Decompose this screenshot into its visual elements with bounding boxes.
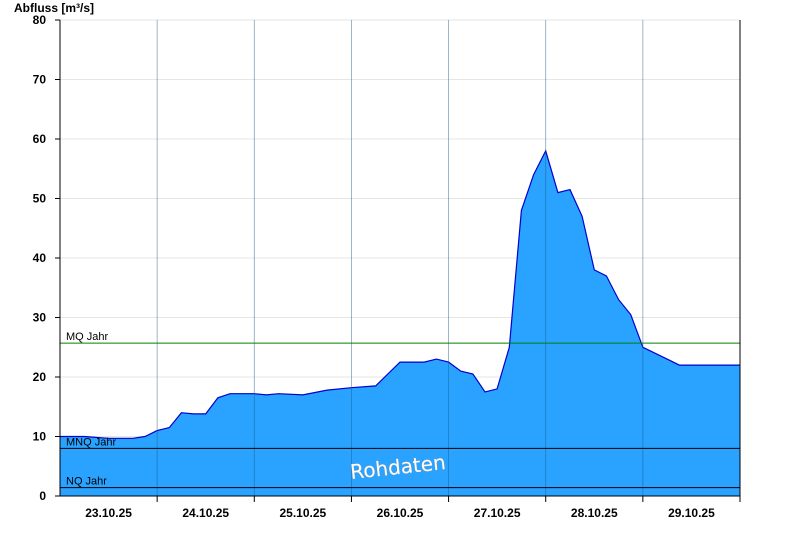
x-tick-label: 26.10.25 bbox=[377, 506, 424, 520]
x-tick-label: 28.10.25 bbox=[571, 506, 618, 520]
reference-line-label: MNQ Jahr bbox=[66, 436, 116, 448]
tick-labels-layer: 0 10 20 30 40 50 60 70 80 23.10.25 24.10.25 25.10.2… bbox=[33, 13, 715, 520]
x-tick-label: 25.10.25 bbox=[279, 506, 326, 520]
y-axis-label: Abfluss [m³/s] bbox=[14, 1, 94, 15]
discharge-line bbox=[60, 149, 740, 439]
grid-layer bbox=[60, 19, 740, 437]
y-tick-label: 50 bbox=[33, 192, 47, 206]
reference-lines-layer: MQ Jahr MNQ Jahr NQ Jahr bbox=[60, 331, 740, 489]
y-tick-label: 0 bbox=[39, 489, 46, 503]
x-tick-label: 29.10.25 bbox=[668, 506, 715, 520]
area-layer bbox=[60, 149, 740, 496]
day-boundary-layer bbox=[156, 20, 741, 496]
axis-layer bbox=[55, 19, 741, 502]
reference-line-label: NQ Jahr bbox=[66, 476, 107, 488]
x-tick-label: 23.10.25 bbox=[85, 506, 132, 520]
y-tick-label: 80 bbox=[33, 13, 47, 27]
x-tick-label: 27.10.25 bbox=[474, 506, 521, 520]
x-tick-label: 24.10.25 bbox=[182, 506, 229, 520]
y-tick-label: 10 bbox=[33, 430, 47, 444]
y-tick-label: 30 bbox=[33, 311, 47, 325]
y-tick-label: 70 bbox=[33, 73, 47, 87]
y-tick-label: 40 bbox=[33, 251, 47, 265]
y-tick-label: 20 bbox=[33, 370, 47, 384]
discharge-area bbox=[60, 150, 740, 496]
y-tick-label: 60 bbox=[33, 132, 47, 146]
reference-line-label: MQ Jahr bbox=[66, 331, 109, 343]
